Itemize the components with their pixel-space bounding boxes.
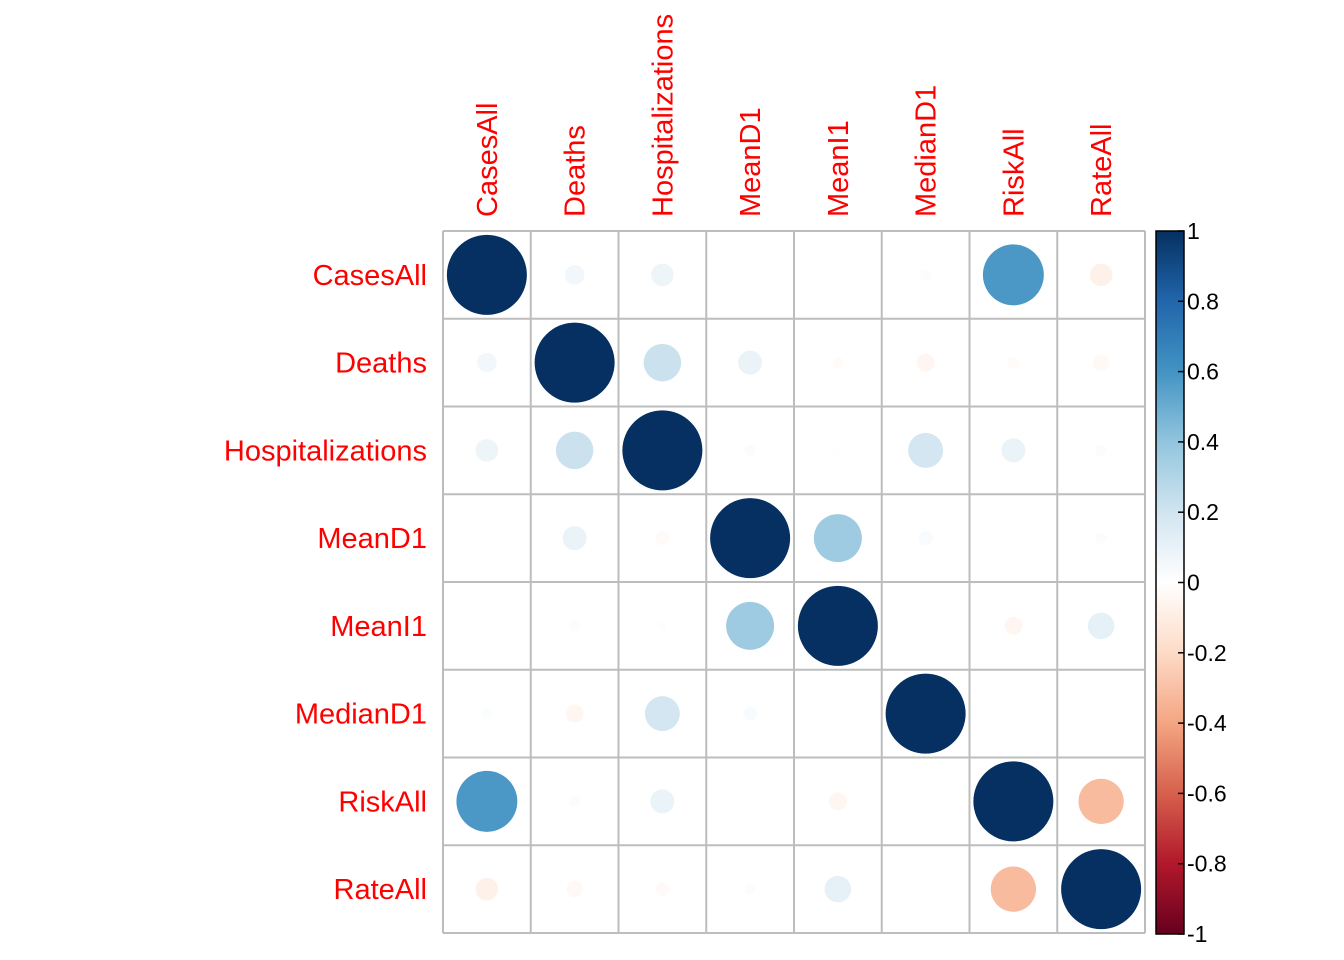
colorbar-tick-label: -0.8	[1187, 851, 1227, 877]
colorbar-border	[1155, 230, 1185, 935]
corr-circle-riskall-rateall	[1078, 778, 1124, 825]
corr-circle-casesall-mediand1	[919, 269, 932, 281]
corr-circle-hospitalizations-riskall	[1001, 438, 1026, 463]
corr-circle-rateall-casesall	[475, 877, 499, 901]
corr-circle-hospitalizations-rateall	[1095, 444, 1107, 457]
corr-circle-hospitalizations-mediand1	[908, 432, 944, 468]
corr-circle-deaths-casesall	[477, 352, 497, 373]
corr-circle-riskall-meani1	[828, 792, 847, 811]
colorbar-tick-label: 0.6	[1187, 359, 1219, 385]
corr-circle-meand1-deaths	[562, 526, 587, 551]
corr-circle-casesall-riskall	[982, 244, 1044, 306]
corr-circle-deaths-meand1	[738, 350, 763, 375]
row-label-riskall: RiskAll	[338, 786, 427, 818]
row-label-mediand1: MedianD1	[295, 699, 427, 731]
row-label-meani1: MeanI1	[330, 611, 427, 643]
corr-circle-riskall-riskall	[973, 761, 1054, 842]
corr-circle-deaths-deaths	[534, 322, 615, 403]
corr-circle-meand1-meani1	[813, 514, 862, 563]
corr-circle-hospitalizations-meand1	[744, 444, 756, 457]
corr-circle-mediand1-hospitalizations	[644, 696, 680, 732]
column-label-rateall: RateAll	[1086, 124, 1118, 218]
corr-circle-mediand1-mediand1	[885, 673, 966, 754]
corr-circle-meani1-meand1	[726, 601, 775, 650]
column-labels: CasesAll Deaths Hospitalizations MeanD1 Mean…	[472, 14, 1118, 217]
corr-circle-rateall-hospitalizations	[655, 882, 670, 897]
colorbar-tick-label: 0.2	[1187, 499, 1219, 525]
corr-circle-riskall-casesall	[456, 770, 518, 832]
corr-circle-deaths-rateall	[1093, 354, 1110, 371]
column-label-deaths: Deaths	[560, 125, 592, 217]
column-label-casesall: CasesAll	[472, 103, 504, 217]
matrix-grid	[442, 230, 1146, 934]
corr-circle-casesall-deaths	[564, 265, 585, 285]
colorbar-ticks: 1 0.8 0.6 0.4 0.2 0 -0.2 -0.4 -0.6 -0.8 -1	[1178, 218, 1227, 947]
colorbar-legend: 1 0.8 0.6 0.4 0.2 0 -0.2 -0.4 -0.6 -0.8 -1	[1155, 218, 1227, 947]
corr-circle-casesall-casesall	[446, 234, 527, 315]
corr-circle-meani1-hospitalizations	[658, 621, 667, 630]
column-label-meani1: MeanI1	[823, 120, 855, 217]
corr-circle-deaths-riskall	[1007, 356, 1020, 369]
colorbar-tick-label: 1	[1187, 218, 1200, 244]
row-labels: CasesAll Deaths Hospitalizations MeanD1 Mean…	[224, 260, 427, 906]
corr-circle-meand1-meand1	[710, 498, 791, 579]
corr-circle-mediand1-casesall	[481, 707, 493, 720]
corr-circle-meani1-deaths	[568, 620, 581, 632]
corr-circle-meani1-riskall	[1004, 616, 1023, 635]
corr-circle-rateall-deaths	[566, 881, 583, 898]
corr-circle-casesall-rateall	[1089, 263, 1113, 287]
corr-circle-hospitalizations-meani1	[833, 446, 842, 455]
corr-circle-meand1-rateall	[1095, 532, 1107, 544]
corr-circle-rateall-meand1	[744, 883, 756, 895]
corr-circle-meand1-mediand1	[918, 531, 933, 546]
corr-circle-hospitalizations-casesall	[475, 439, 499, 462]
column-label-meand1: MeanD1	[735, 107, 767, 217]
colorbar-tick-label: -0.4	[1187, 710, 1227, 736]
corr-circle-meand1-hospitalizations	[655, 531, 670, 546]
corr-circle-hospitalizations-hospitalizations	[622, 410, 703, 491]
corr-circle-meani1-meani1	[797, 585, 878, 666]
corr-circle-rateall-rateall	[1061, 849, 1142, 930]
colorbar-tick-label: -0.2	[1187, 640, 1227, 666]
corr-circle-meani1-rateall	[1087, 612, 1115, 640]
corr-circle-mediand1-meand1	[743, 706, 758, 721]
row-label-rateall: RateAll	[334, 874, 428, 906]
column-label-hospitalizations: Hospitalizations	[647, 14, 679, 217]
corr-circle-rateall-meani1	[824, 875, 852, 903]
corr-circle-rateall-riskall	[990, 866, 1037, 912]
corr-circle-riskall-hospitalizations	[650, 789, 675, 814]
colorbar-tick-label: -0.6	[1187, 780, 1227, 806]
colorbar-tick-label: 0.8	[1187, 288, 1219, 314]
colorbar-tick-label: 0	[1187, 570, 1200, 596]
correlation-circles	[446, 234, 1142, 930]
corr-circle-deaths-mediand1	[916, 353, 935, 372]
column-label-riskall: RiskAll	[998, 128, 1030, 217]
corr-circle-riskall-deaths	[568, 795, 581, 808]
colorbar-tick-label: -1	[1187, 921, 1207, 947]
corr-circle-deaths-meani1	[832, 356, 844, 369]
row-label-hospitalizations: Hospitalizations	[224, 435, 427, 467]
row-label-deaths: Deaths	[335, 348, 427, 380]
corr-circle-deaths-hospitalizations	[643, 343, 682, 382]
corr-circle-casesall-hospitalizations	[651, 263, 674, 287]
column-label-mediand1: MedianD1	[911, 85, 943, 217]
colorbar-tick-label: 0.4	[1187, 429, 1219, 455]
row-label-casesall: CasesAll	[313, 260, 427, 292]
corr-circle-hospitalizations-deaths	[555, 431, 594, 470]
corr-circle-mediand1-deaths	[565, 704, 584, 723]
row-label-meand1: MeanD1	[317, 523, 427, 555]
